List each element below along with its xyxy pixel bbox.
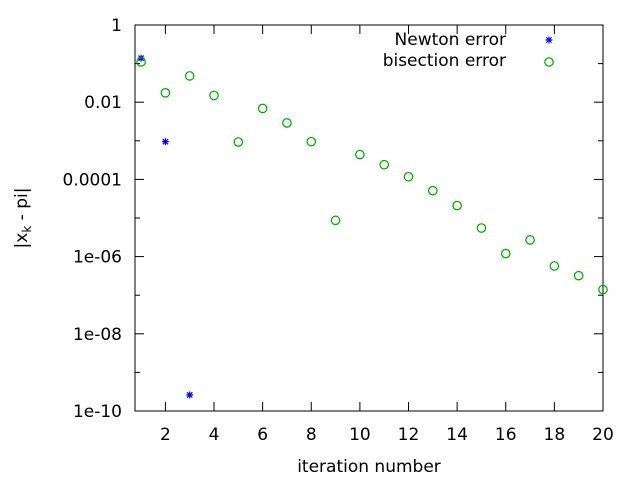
bisection-error-point <box>452 200 462 211</box>
bisection-error-point <box>525 235 535 245</box>
x-tick-label: 6 <box>257 425 268 445</box>
x-axis-label: iteration number <box>297 457 441 477</box>
bisection-error-point <box>184 71 195 81</box>
x-tick-label: 20 <box>592 425 614 445</box>
bisection-error-point <box>549 261 560 271</box>
newton-error-point <box>186 391 194 399</box>
bisection-error-point <box>598 284 608 295</box>
bisection-error-point <box>379 159 389 170</box>
bisection-error-point <box>282 118 292 128</box>
y-tick-labels: 1e-10 1e-08 1e-06 0.0001 0.01 1 <box>63 16 122 422</box>
y-tick-label: 1e-06 <box>73 248 122 268</box>
x-tick-label: 10 <box>349 425 371 445</box>
plot-frame <box>134 24 604 412</box>
y-axis-label-subscript: k <box>20 226 34 233</box>
x-tick-label: 2 <box>160 425 171 445</box>
bisection-error-point <box>136 57 146 67</box>
bisection-error-point <box>257 103 268 114</box>
bisection-error-point <box>233 137 244 147</box>
y-tick-label: 1e-10 <box>73 402 122 422</box>
y-tick-label: 1 <box>111 16 122 36</box>
bisection-error-point <box>428 185 438 196</box>
y-axis-label-rest: - pi| <box>12 188 32 226</box>
x-tick-label: 16 <box>495 425 517 445</box>
y-axis-label-main: |x <box>12 233 32 249</box>
legend-marker-bisection <box>544 57 554 67</box>
x-tick-labels: 2 4 6 8 10 12 14 16 18 20 <box>160 425 614 445</box>
data-points <box>136 54 608 399</box>
bisection-error-point <box>573 270 584 281</box>
x-tick-label: 8 <box>306 425 317 445</box>
bisection-error-point <box>306 136 317 147</box>
axis-ticks <box>135 24 604 412</box>
y-axis-label: |xk - pi| <box>12 188 34 249</box>
y-tick-label: 0.0001 <box>63 170 122 190</box>
bisection-error-point <box>355 149 365 160</box>
x-tick-label: 14 <box>446 425 468 445</box>
legend: Newton error bisection error <box>383 30 554 71</box>
bisection-error-point <box>160 88 171 98</box>
x-tick-label: 18 <box>544 425 566 445</box>
y-tick-label: 0.01 <box>84 93 122 113</box>
legend-label-bisection: bisection error <box>383 51 506 71</box>
legend-markers <box>544 36 554 67</box>
bisection-error-point <box>209 90 219 101</box>
newton-error-point <box>161 138 169 146</box>
x-tick-label: 4 <box>209 425 220 445</box>
legend-label-newton: Newton error <box>395 30 506 50</box>
x-tick-label: 12 <box>398 425 420 445</box>
bisection-error-point <box>476 223 487 233</box>
y-tick-label: 1e-08 <box>73 325 122 345</box>
legend-marker-newton <box>545 36 553 44</box>
bisection-error-point <box>403 171 414 182</box>
bisection-error-point <box>330 215 341 226</box>
bisection-error-point <box>500 248 511 259</box>
